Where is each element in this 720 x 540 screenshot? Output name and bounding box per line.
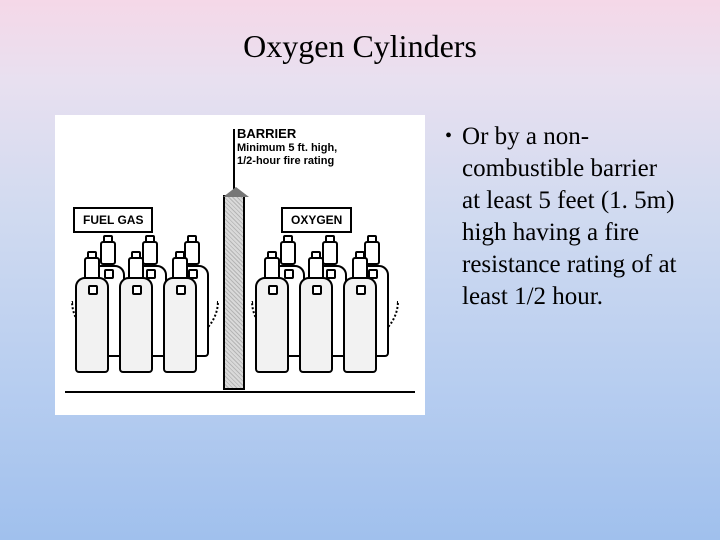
cylinder [343,251,377,373]
bullet-text: Or by a non-combustible barrier at least… [462,121,680,313]
ground-line [65,391,415,393]
cylinder [75,251,109,373]
fuel-gas-label-box: FUEL GAS [73,207,153,233]
diagram-container: BARRIER Minimum 5 ft. high, 1/2-hour fir… [55,115,425,415]
barrier-label-line3: 1/2-hour fire rating [237,155,337,168]
cylinder-diagram: BARRIER Minimum 5 ft. high, 1/2-hour fir… [55,115,425,415]
barrier-callout-label: BARRIER Minimum 5 ft. high, 1/2-hour fir… [237,127,337,167]
content-row: BARRIER Minimum 5 ft. high, 1/2-hour fir… [0,65,720,415]
barrier-label-line1: BARRIER [237,127,337,142]
barrier-pointer-line [233,129,235,193]
cylinder [119,251,153,373]
cylinder [299,251,333,373]
slide-title: Oxygen Cylinders [0,0,720,65]
barrier-label-line2: Minimum 5 ft. high, [237,142,337,155]
cylinder [163,251,197,373]
bullet-dot-icon: • [445,121,452,151]
fuel-gas-cylinder-group [75,243,215,393]
slide: Oxygen Cylinders BARRIER Minimum 5 ft. h… [0,0,720,540]
oxygen-cylinder-group [255,243,395,393]
cylinder [255,251,289,373]
oxygen-label-box: OXYGEN [281,207,352,233]
bullet-list: • Or by a non-combustible barrier at lea… [435,115,680,415]
bullet-item: • Or by a non-combustible barrier at lea… [445,121,680,313]
barrier-wall [223,195,245,390]
